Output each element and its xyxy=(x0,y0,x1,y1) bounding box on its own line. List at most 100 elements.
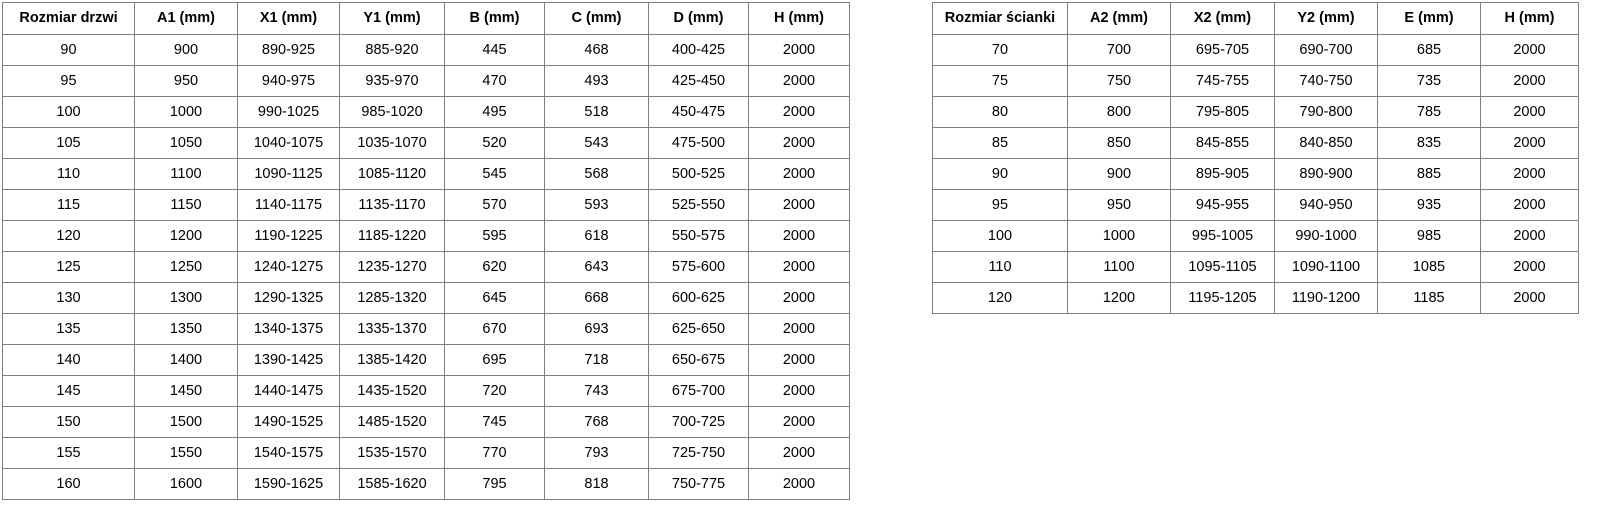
table-cell: 518 xyxy=(544,96,649,128)
table-cell: 1550 xyxy=(134,437,238,469)
table-cell: 1190-1200 xyxy=(1274,282,1378,314)
table-cell: 2000 xyxy=(748,468,850,500)
table-cell: 2000 xyxy=(1480,282,1579,314)
table-cell: 85 xyxy=(932,127,1068,159)
table-cell: 620 xyxy=(444,251,545,283)
table-cell: 80 xyxy=(932,96,1068,128)
table-cell: 135 xyxy=(2,313,135,345)
table-cell: 1500 xyxy=(134,406,238,438)
table-cell: 95 xyxy=(2,65,135,97)
table-cell: 1340-1375 xyxy=(237,313,340,345)
door-dimensions-table: Rozmiar drzwi A1 (mm) X1 (mm) Y1 (mm) B (mm)… xyxy=(2,2,850,500)
table-row: 160 1600 1590-1625 1585-1620 795 818 750-775 20… xyxy=(2,468,850,500)
table-row: 75 750 745-755 740-750 735 2000 xyxy=(932,65,1579,97)
table-cell: 770 xyxy=(444,437,545,469)
table-body: 90 900 890-925 885-920 445 468 400-425 2000 95 95… xyxy=(2,34,850,500)
table-row: 130 1300 1290-1325 1285-1320 645 668 600-625 20… xyxy=(2,282,850,314)
table-cell: 718 xyxy=(544,344,649,376)
table-cell: 595 xyxy=(444,220,545,252)
table-cell: 2000 xyxy=(748,189,850,221)
table-cell: 940-975 xyxy=(237,65,340,97)
table-cell: 950 xyxy=(1067,189,1171,221)
table-cell: 1190-1225 xyxy=(237,220,340,252)
table-cell: 1290-1325 xyxy=(237,282,340,314)
table-cell: 95 xyxy=(932,189,1068,221)
table-cell: 525-550 xyxy=(648,189,749,221)
table-cell: 900 xyxy=(134,34,238,66)
table-cell: 2000 xyxy=(1480,127,1579,159)
table-cell: 625-650 xyxy=(648,313,749,345)
table-cell: 650-675 xyxy=(648,344,749,376)
table-cell: 1440-1475 xyxy=(237,375,340,407)
table-cell: 795 xyxy=(444,468,545,500)
table-cell: 110 xyxy=(932,251,1068,283)
table-cell: 885 xyxy=(1377,158,1481,190)
table-header-row: Rozmiar drzwi A1 (mm) X1 (mm) Y1 (mm) B (mm)… xyxy=(2,2,850,35)
table-row: 95 950 945-955 940-950 935 2000 xyxy=(932,189,1579,221)
table-cell: 895-905 xyxy=(1170,158,1275,190)
table-cell: 790-800 xyxy=(1274,96,1378,128)
table-cell: 160 xyxy=(2,468,135,500)
table-cell: 1600 xyxy=(134,468,238,500)
table-cell: 985-1020 xyxy=(339,96,445,128)
table-cell: 1300 xyxy=(134,282,238,314)
table-cell: 845-855 xyxy=(1170,127,1275,159)
table-cell: 693 xyxy=(544,313,649,345)
table-cell: 150 xyxy=(2,406,135,438)
table-row: 120 1200 1190-1225 1185-1220 595 618 550-575 20… xyxy=(2,220,850,252)
table-cell: 1285-1320 xyxy=(339,282,445,314)
table-cell: 643 xyxy=(544,251,649,283)
table-cell: 120 xyxy=(2,220,135,252)
table-cell: 800 xyxy=(1067,96,1171,128)
table-cell: 1000 xyxy=(134,96,238,128)
table-row: 150 1500 1490-1525 1485-1520 745 768 700-725 20… xyxy=(2,406,850,438)
table-cell: 2000 xyxy=(748,344,850,376)
table-cell: 885-920 xyxy=(339,34,445,66)
table-cell: 120 xyxy=(932,282,1068,314)
column-header: Y2 (mm) xyxy=(1274,2,1378,35)
table-cell: 645 xyxy=(444,282,545,314)
table-header-row: Rozmiar ścianki A2 (mm) X2 (mm) Y2 (mm) E (m… xyxy=(932,2,1579,35)
table-cell: 2000 xyxy=(1480,189,1579,221)
table-cell: 470 xyxy=(444,65,545,97)
table-cell: 725-750 xyxy=(648,437,749,469)
table-cell: 1385-1420 xyxy=(339,344,445,376)
table-cell: 2000 xyxy=(1480,220,1579,252)
table-cell: 110 xyxy=(2,158,135,190)
table-row: 135 1350 1340-1375 1335-1370 670 693 625-650 20… xyxy=(2,313,850,345)
table-cell: 100 xyxy=(932,220,1068,252)
table-cell: 1135-1170 xyxy=(339,189,445,221)
table-cell: 990-1025 xyxy=(237,96,340,128)
table-cell: 570 xyxy=(444,189,545,221)
table-cell: 1040-1075 xyxy=(237,127,340,159)
table-row: 100 1000 995-1005 990-1000 985 2000 xyxy=(932,220,1579,252)
table-cell: 105 xyxy=(2,127,135,159)
table-cell: 985 xyxy=(1377,220,1481,252)
table-cell: 1400 xyxy=(134,344,238,376)
table-row: 115 1150 1140-1175 1135-1170 570 593 525-550 20… xyxy=(2,189,850,221)
table-cell: 145 xyxy=(2,375,135,407)
table-cell: 1140-1175 xyxy=(237,189,340,221)
wall-dimensions-table: Rozmiar ścianki A2 (mm) X2 (mm) Y2 (mm) E (m… xyxy=(932,2,1579,314)
table-cell: 743 xyxy=(544,375,649,407)
table-cell: 425-450 xyxy=(648,65,749,97)
table-cell: 1150 xyxy=(134,189,238,221)
table-cell: 850 xyxy=(1067,127,1171,159)
table-cell: 670 xyxy=(444,313,545,345)
table-cell: 1000 xyxy=(1067,220,1171,252)
table-cell: 750 xyxy=(1067,65,1171,97)
table-cell: 545 xyxy=(444,158,545,190)
column-header: X2 (mm) xyxy=(1170,2,1275,35)
column-header: H (mm) xyxy=(748,2,850,35)
table-cell: 1185 xyxy=(1377,282,1481,314)
table-cell: 700-725 xyxy=(648,406,749,438)
table-cell: 495 xyxy=(444,96,545,128)
column-header: C (mm) xyxy=(544,2,649,35)
table-cell: 695-705 xyxy=(1170,34,1275,66)
table-cell: 2000 xyxy=(748,251,850,283)
table-cell: 2000 xyxy=(748,65,850,97)
table-cell: 835 xyxy=(1377,127,1481,159)
table-cell: 2000 xyxy=(748,220,850,252)
table-cell: 445 xyxy=(444,34,545,66)
